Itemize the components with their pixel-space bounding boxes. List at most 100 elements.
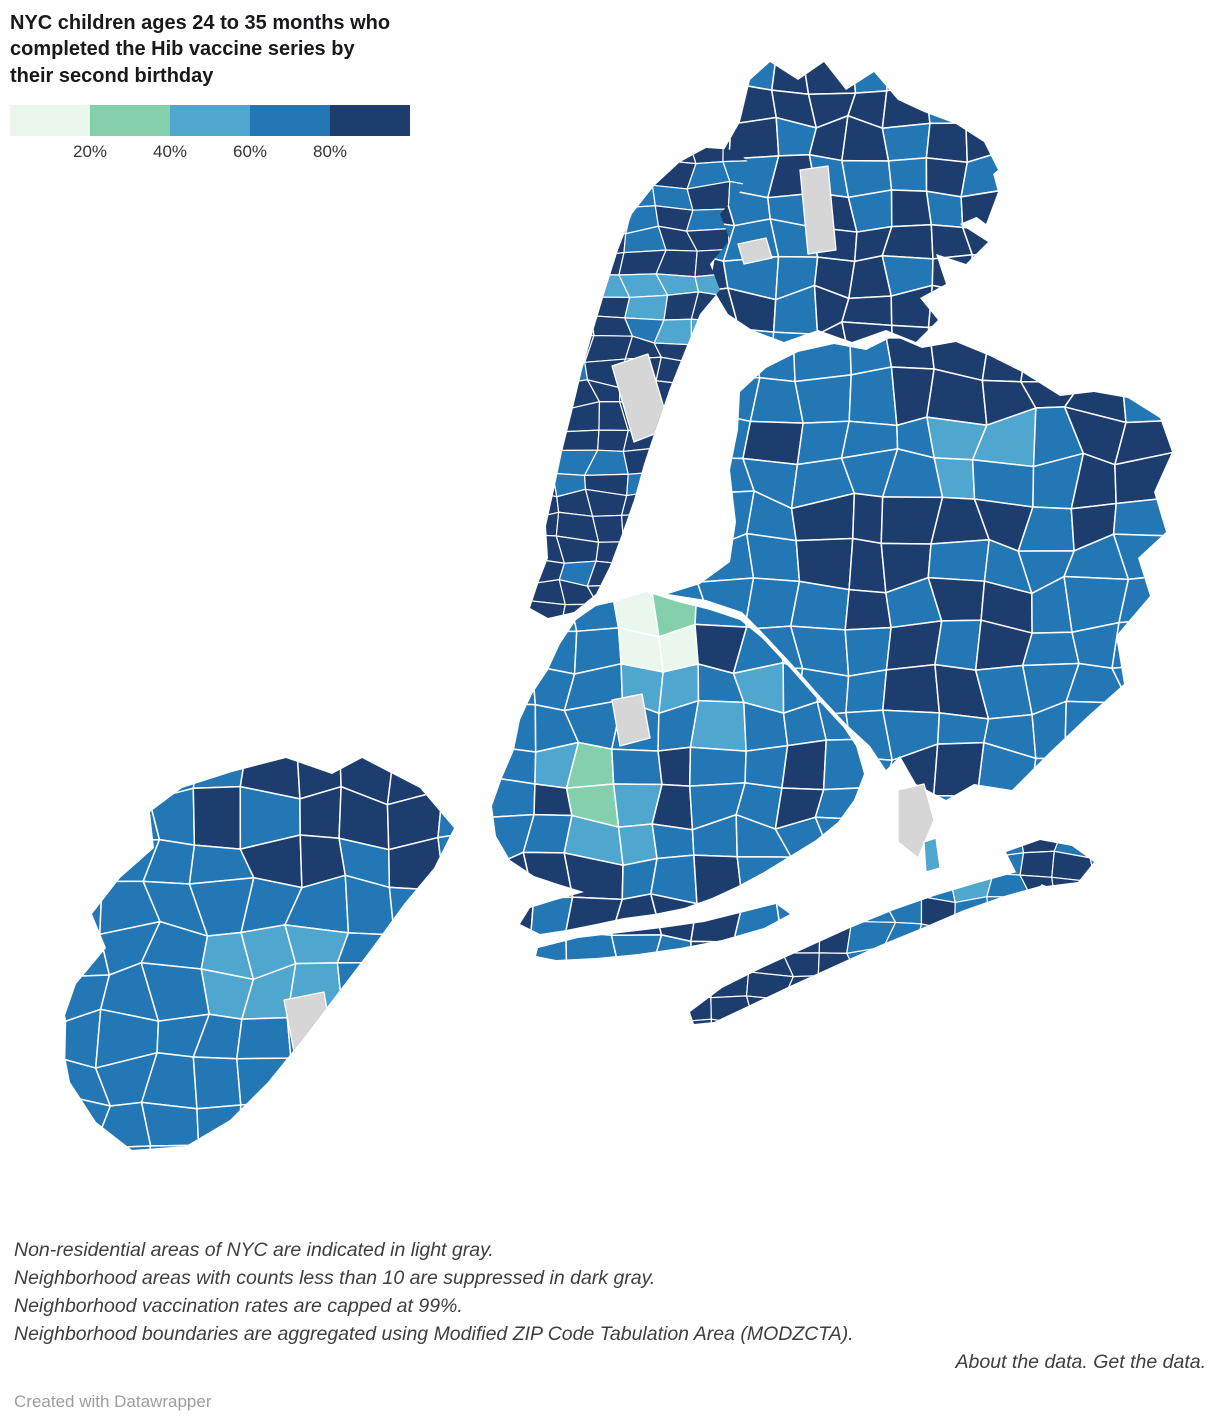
neighborhood-area[interactable]	[1163, 747, 1220, 803]
neighborhood-area[interactable]	[852, 492, 884, 545]
neighborhood-area[interactable]	[948, 851, 994, 875]
neighborhood-area[interactable]	[746, 532, 801, 583]
neighborhood-area[interactable]	[140, 1101, 200, 1147]
neighborhood-area[interactable]	[525, 449, 554, 474]
neighborhood-area[interactable]	[527, 316, 563, 339]
neighborhood-area[interactable]	[852, 849, 893, 884]
neighborhood-area[interactable]	[814, 786, 868, 821]
neighborhood-area[interactable]	[863, 863, 917, 902]
neighborhood-area[interactable]	[657, 746, 692, 787]
neighborhood-area[interactable]	[142, 838, 196, 885]
neighborhood-area[interactable]	[813, 975, 859, 1003]
neighborhood-area[interactable]	[890, 324, 932, 363]
neighborhood-area[interactable]	[1128, 747, 1168, 797]
neighborhood-area[interactable]	[554, 159, 597, 185]
neighborhood-area[interactable]	[663, 456, 701, 508]
neighborhood-area[interactable]	[880, 968, 928, 999]
neighborhood-area[interactable]	[489, 927, 538, 979]
neighborhood-area[interactable]	[520, 206, 555, 234]
neighborhood-area[interactable]	[925, 190, 964, 229]
neighborhood-area[interactable]	[1111, 617, 1173, 670]
neighborhood-area[interactable]	[237, 1144, 294, 1202]
neighborhood-area[interactable]	[555, 273, 599, 298]
neighborhood-area[interactable]	[623, 158, 654, 186]
neighborhood-area[interactable]	[844, 588, 892, 631]
neighborhood-area[interactable]	[690, 385, 734, 411]
about-the-data-link[interactable]: About the data.	[955, 1351, 1088, 1374]
neighborhood-area[interactable]	[558, 294, 599, 319]
neighborhood-area[interactable]	[516, 378, 565, 411]
neighborhood-area[interactable]	[983, 948, 1028, 974]
neighborhood-area[interactable]	[585, 252, 625, 276]
neighborhood-area[interactable]	[703, 323, 761, 379]
neighborhood-area[interactable]	[93, 746, 150, 804]
neighborhood-area[interactable]	[952, 993, 989, 1022]
neighborhood-area[interactable]	[589, 144, 630, 164]
neighborhood-area[interactable]	[52, 841, 103, 889]
neighborhood-area[interactable]	[1085, 946, 1123, 977]
neighborhood-area[interactable]	[553, 139, 597, 167]
neighborhood-area[interactable]	[823, 853, 869, 901]
neighborhood-area[interactable]	[732, 890, 784, 945]
neighborhood-area[interactable]	[972, 50, 1006, 98]
neighborhood-area[interactable]	[794, 374, 852, 424]
neighborhood-area[interactable]	[847, 189, 893, 233]
neighborhood-area[interactable]	[520, 180, 556, 212]
neighborhood-area[interactable]	[343, 1017, 402, 1066]
neighborhood-area[interactable]	[585, 181, 633, 209]
neighborhood-area[interactable]	[437, 789, 492, 839]
neighborhood-area[interactable]	[817, 858, 858, 884]
neighborhood-area[interactable]	[484, 744, 537, 785]
neighborhood-area[interactable]	[523, 293, 562, 321]
neighborhood-area[interactable]	[1024, 945, 1063, 977]
neighborhood-area[interactable]	[435, 1066, 494, 1109]
neighborhood-area[interactable]	[432, 1139, 496, 1193]
neighborhood-area[interactable]	[50, 880, 103, 936]
neighborhood-area[interactable]	[782, 996, 825, 1021]
neighborhood-area[interactable]	[848, 366, 898, 427]
neighborhood-area[interactable]	[551, 224, 591, 258]
neighborhood-area[interactable]	[336, 961, 402, 1027]
neighborhood-area[interactable]	[969, 254, 1014, 299]
neighborhood-area[interactable]	[727, 327, 775, 359]
neighborhood-area[interactable]	[1169, 573, 1214, 624]
neighborhood-area[interactable]	[662, 533, 696, 562]
neighborhood-area[interactable]	[1022, 799, 1081, 831]
neighborhood-area[interactable]	[654, 558, 701, 586]
neighborhood-area[interactable]	[1060, 945, 1088, 977]
neighborhood-area[interactable]	[519, 251, 557, 277]
neighborhood-area[interactable]	[927, 284, 971, 329]
datawrapper-attribution-link[interactable]: Created with Datawrapper	[14, 1392, 212, 1411]
neighborhood-area[interactable]	[493, 550, 528, 604]
neighborhood-area[interactable]	[610, 934, 663, 983]
neighborhood-area[interactable]	[984, 1017, 1028, 1047]
neighborhood-area[interactable]	[657, 512, 697, 536]
neighborhood-area[interactable]	[813, 900, 853, 923]
neighborhood-area[interactable]	[1089, 852, 1132, 883]
map-region-staten-island[interactable]	[50, 743, 496, 1202]
get-the-data-link[interactable]: Get the data.	[1093, 1351, 1206, 1374]
neighborhood-area[interactable]	[520, 164, 563, 185]
neighborhood-area[interactable]	[813, 876, 855, 908]
neighborhood-area[interactable]	[196, 1104, 242, 1155]
neighborhood-area[interactable]	[482, 630, 534, 677]
neighborhood-area[interactable]	[565, 896, 623, 937]
neighborhood-area[interactable]	[652, 548, 697, 591]
neighborhood-area[interactable]	[552, 251, 588, 277]
neighborhood-area[interactable]	[191, 1144, 253, 1196]
neighborhood-area[interactable]	[560, 315, 595, 339]
neighborhood-area[interactable]	[887, 157, 928, 192]
neighborhood-area[interactable]	[386, 744, 444, 806]
neighborhood-area[interactable]	[589, 206, 633, 235]
neighborhood-area[interactable]	[435, 1010, 494, 1069]
neighborhood-area[interactable]	[960, 188, 1013, 234]
neighborhood-area[interactable]	[655, 493, 717, 547]
neighborhood-area[interactable]	[340, 1055, 401, 1114]
neighborhood-area[interactable]	[1171, 531, 1220, 583]
neighborhood-area[interactable]	[914, 953, 964, 980]
neighborhood-area[interactable]	[773, 853, 832, 901]
neighborhood-area[interactable]	[1020, 325, 1083, 383]
neighborhood-area[interactable]	[1054, 900, 1092, 926]
neighborhood-area[interactable]	[880, 994, 928, 1027]
neighborhood-area[interactable]	[524, 511, 560, 537]
